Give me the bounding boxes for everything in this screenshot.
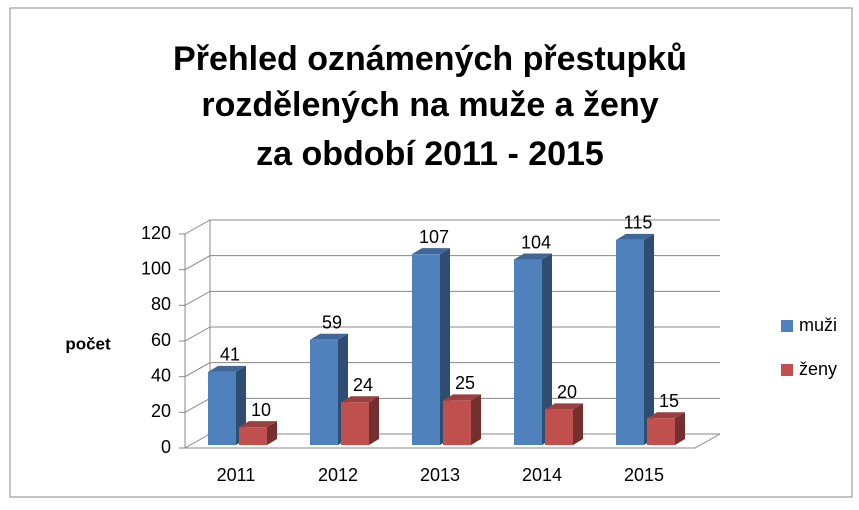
value-label: 15: [659, 391, 679, 411]
y-tick-label: 80: [151, 294, 171, 314]
bar-side: [644, 233, 654, 445]
legend-label: ženy: [799, 359, 837, 379]
bar-top: [412, 248, 450, 255]
bar-side: [267, 421, 277, 445]
x-tick-label: 2015: [624, 465, 664, 485]
bar-side: [471, 394, 481, 445]
chart-title: za období 2011 - 2015: [256, 135, 604, 173]
bar-side: [542, 253, 552, 445]
bar-top: [341, 396, 379, 403]
bar-front: [616, 239, 644, 445]
legend-swatch: [781, 364, 793, 376]
value-label: 10: [251, 400, 271, 420]
bar-front: [545, 409, 573, 445]
value-label: 107: [419, 227, 449, 247]
bar-top: [310, 333, 348, 340]
bar-front: [412, 254, 440, 445]
value-label: 104: [521, 232, 551, 252]
bar: [239, 421, 277, 445]
bar-top: [239, 421, 277, 428]
bar: [545, 403, 583, 445]
bar: [647, 412, 685, 445]
value-label: 41: [220, 345, 240, 365]
chart-title: Přehled oznámených přestupků: [173, 40, 687, 78]
value-label: 25: [455, 373, 475, 393]
bar-front: [341, 402, 369, 445]
bar: [412, 248, 450, 445]
bar-front: [310, 339, 338, 445]
bar-front: [239, 427, 267, 445]
y-tick-label: 20: [151, 401, 171, 421]
bar: [341, 396, 379, 445]
y-tick-label: 100: [141, 258, 171, 278]
bar-front: [443, 400, 471, 445]
x-tick-label: 2012: [318, 465, 358, 485]
grid-line: [184, 219, 720, 235]
y-tick-label: 60: [151, 330, 171, 350]
bar-front: [208, 371, 236, 445]
chart-title: rozdělených na muže a ženy: [201, 86, 658, 124]
y-tick-label: 40: [151, 365, 171, 385]
bar-top: [545, 403, 583, 410]
y-axis-label: počet: [65, 334, 111, 353]
x-tick-label: 2014: [522, 465, 562, 485]
value-label: 20: [557, 382, 577, 402]
bar-top: [616, 233, 654, 240]
bar-top: [514, 253, 552, 260]
bar: [310, 333, 348, 445]
bar-top: [208, 365, 246, 372]
bar: [514, 253, 552, 445]
value-label: 24: [353, 375, 373, 395]
y-tick-label: 0: [161, 437, 171, 457]
bar-front: [647, 418, 675, 445]
value-label: 59: [322, 313, 342, 333]
x-tick-label: 2011: [217, 465, 256, 485]
bar-side: [440, 248, 450, 445]
bar-side: [675, 412, 685, 445]
bar: [616, 233, 654, 445]
bar-top: [647, 412, 685, 419]
legend-label: muži: [799, 315, 837, 335]
y-tick-label: 120: [141, 223, 171, 243]
legend-swatch: [781, 320, 793, 332]
bar: [443, 394, 481, 445]
bar-top: [443, 394, 481, 401]
bar-front: [514, 259, 542, 445]
value-label: 115: [624, 213, 653, 233]
bar-side: [573, 403, 583, 445]
x-tick-label: 2013: [420, 465, 460, 485]
bar-side: [369, 396, 379, 445]
